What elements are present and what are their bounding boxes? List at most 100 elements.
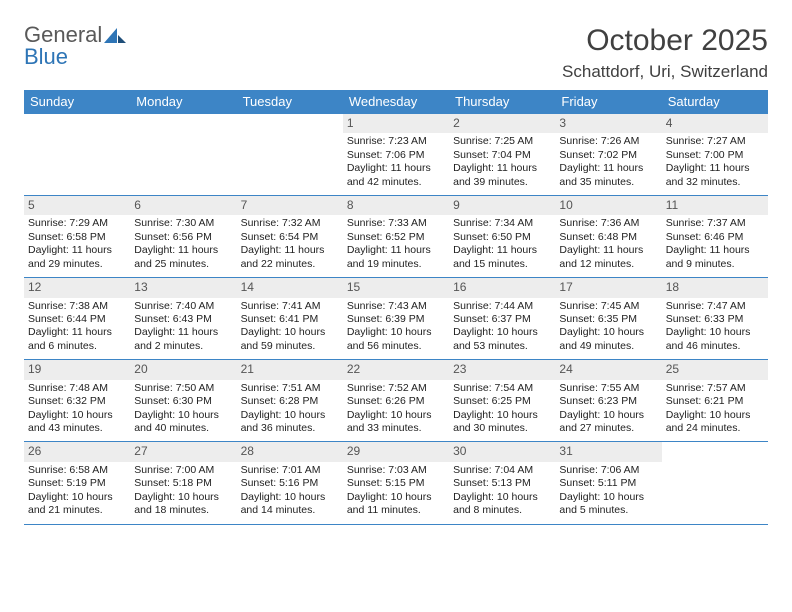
calendar-cell: 23Sunrise: 7:54 AMSunset: 6:25 PMDayligh… [449, 360, 555, 442]
daylight-text: Daylight: 10 hours [241, 491, 339, 504]
sunset-text: Sunset: 6:48 PM [559, 231, 657, 244]
sunrise-text: Sunrise: 7:03 AM [347, 464, 445, 477]
sunset-text: Sunset: 6:54 PM [241, 231, 339, 244]
sunset-text: Sunset: 6:44 PM [28, 313, 126, 326]
calendar-cell: 25Sunrise: 7:57 AMSunset: 6:21 PMDayligh… [662, 360, 768, 442]
sunrise-text: Sunrise: 7:45 AM [559, 300, 657, 313]
calendar-cell: 20 Sunrise: 7:50 AMSunset: 6:30 PMDayligh… [130, 360, 236, 442]
sunrise-text: Sunrise: 7:33 AM [347, 217, 445, 230]
sunset-text: Sunset: 6:32 PM [28, 395, 126, 408]
day-number: 16 [449, 278, 555, 297]
day-number: 17 [555, 278, 661, 297]
daylight-text: Daylight: 10 hours [666, 326, 764, 339]
daylight-text: Daylight: 10 hours [453, 409, 551, 422]
daylight-text: Daylight: 10 hours [347, 491, 445, 504]
calendar-week: 19Sunrise: 7:48 AMSunset: 6:32 PMDayligh… [24, 360, 768, 442]
day-number: 15 [343, 278, 449, 297]
daylight-text: Daylight: 11 hours [134, 244, 232, 257]
sunrise-text: Sunrise: 7:48 AM [28, 382, 126, 395]
sunrise-text: Sunrise: 7:44 AM [453, 300, 551, 313]
daylight-text: Daylight: 10 hours [559, 491, 657, 504]
calendar-cell [662, 442, 768, 524]
sunrise-text: Sunrise: 7:40 AM [134, 300, 232, 313]
calendar-cell: 22Sunrise: 7:52 AMSunset: 6:26 PMDayligh… [343, 360, 449, 442]
sunset-text: Sunset: 5:13 PM [453, 477, 551, 490]
sunset-text: Sunset: 6:52 PM [347, 231, 445, 244]
day-number: 3 [555, 114, 661, 133]
daylight-text: Daylight: 10 hours [28, 409, 126, 422]
day-number: 5 [24, 196, 130, 215]
sunset-text: Sunset: 6:35 PM [559, 313, 657, 326]
calendar-header-saturday: Saturday [662, 90, 768, 114]
daylight-text: Daylight: 11 hours [28, 326, 126, 339]
sunrise-text: Sunrise: 7:30 AM [134, 217, 232, 230]
day-number: 25 [662, 360, 768, 379]
calendar-cell: 30Sunrise: 7:04 AMSunset: 5:13 PMDayligh… [449, 442, 555, 524]
calendar-week: 12Sunrise: 7:38 AMSunset: 6:44 PMDayligh… [24, 278, 768, 360]
sunset-text: Sunset: 6:58 PM [28, 231, 126, 244]
sunset-text: Sunset: 5:16 PM [241, 477, 339, 490]
sunset-text: Sunset: 6:28 PM [241, 395, 339, 408]
sunset-text: Sunset: 5:15 PM [347, 477, 445, 490]
sunrise-text: Sunrise: 7:01 AM [241, 464, 339, 477]
calendar-cell: 14Sunrise: 7:41 AMSunset: 6:41 PMDayligh… [237, 278, 343, 360]
sunrise-text: Sunrise: 7:47 AM [666, 300, 764, 313]
daylight-text: and 5 minutes. [559, 504, 657, 517]
day-number: 29 [343, 442, 449, 461]
daylight-text: Daylight: 10 hours [347, 326, 445, 339]
daylight-text: Daylight: 11 hours [28, 244, 126, 257]
sunrise-text: Sunrise: 7:25 AM [453, 135, 551, 148]
daylight-text: and 27 minutes. [559, 422, 657, 435]
daylight-text: and 42 minutes. [347, 176, 445, 189]
title-block: October 2025 Schattdorf, Uri, Switzerlan… [562, 24, 768, 82]
calendar-header-friday: Friday [555, 90, 661, 114]
calendar-week: 26Sunrise: 6:58 AMSunset: 5:19 PMDayligh… [24, 442, 768, 524]
day-number: 6 [130, 196, 236, 215]
calendar-week: 5Sunrise: 7:29 AMSunset: 6:58 PMDaylight… [24, 196, 768, 278]
sunset-text: Sunset: 6:43 PM [134, 313, 232, 326]
daylight-text: and 19 minutes. [347, 258, 445, 271]
brand-word1: General [24, 24, 102, 46]
sunset-text: Sunset: 6:25 PM [453, 395, 551, 408]
day-number: 22 [343, 360, 449, 379]
sunrise-text: Sunrise: 6:58 AM [28, 464, 126, 477]
calendar-header-wednesday: Wednesday [343, 90, 449, 114]
daylight-text: and 25 minutes. [134, 258, 232, 271]
page-title: October 2025 [562, 24, 768, 58]
daylight-text: Daylight: 11 hours [241, 244, 339, 257]
sunrise-text: Sunrise: 7:52 AM [347, 382, 445, 395]
sunrise-text: Sunrise: 7:26 AM [559, 135, 657, 148]
sunrise-text: Sunrise: 7:00 AM [134, 464, 232, 477]
sunset-text: Sunset: 6:30 PM [134, 395, 232, 408]
calendar-cell: 5Sunrise: 7:29 AMSunset: 6:58 PMDaylight… [24, 196, 130, 278]
daylight-text: and 33 minutes. [347, 422, 445, 435]
sunrise-text: Sunrise: 7:34 AM [453, 217, 551, 230]
daylight-text: and 18 minutes. [134, 504, 232, 517]
calendar-cell: 16Sunrise: 7:44 AMSunset: 6:37 PMDayligh… [449, 278, 555, 360]
calendar-cell: 18Sunrise: 7:47 AMSunset: 6:33 PMDayligh… [662, 278, 768, 360]
day-number: 1 [343, 114, 449, 133]
daylight-text: Daylight: 11 hours [666, 244, 764, 257]
daylight-text: Daylight: 10 hours [453, 326, 551, 339]
sunset-text: Sunset: 6:41 PM [241, 313, 339, 326]
sunset-text: Sunset: 6:50 PM [453, 231, 551, 244]
sunset-text: Sunset: 7:02 PM [559, 149, 657, 162]
daylight-text: and 36 minutes. [241, 422, 339, 435]
daylight-text: and 46 minutes. [666, 340, 764, 353]
day-number: 20 [130, 360, 236, 379]
calendar-cell: 19Sunrise: 7:48 AMSunset: 6:32 PMDayligh… [24, 360, 130, 442]
calendar-cell: 24Sunrise: 7:55 AMSunset: 6:23 PMDayligh… [555, 360, 661, 442]
daylight-text: and 39 minutes. [453, 176, 551, 189]
calendar-header-sunday: Sunday [24, 90, 130, 114]
calendar-cell: 4Sunrise: 7:27 AMSunset: 7:00 PMDaylight… [662, 114, 768, 196]
daylight-text: and 12 minutes. [559, 258, 657, 271]
daylight-text: and 22 minutes. [241, 258, 339, 271]
daylight-text: and 59 minutes. [241, 340, 339, 353]
daylight-text: and 11 minutes. [347, 504, 445, 517]
daylight-text: Daylight: 11 hours [347, 244, 445, 257]
daylight-text: Daylight: 10 hours [134, 409, 232, 422]
daylight-text: and 49 minutes. [559, 340, 657, 353]
sunrise-text: Sunrise: 7:50 AM [134, 382, 232, 395]
daylight-text: Daylight: 10 hours [666, 409, 764, 422]
sunset-text: Sunset: 6:39 PM [347, 313, 445, 326]
